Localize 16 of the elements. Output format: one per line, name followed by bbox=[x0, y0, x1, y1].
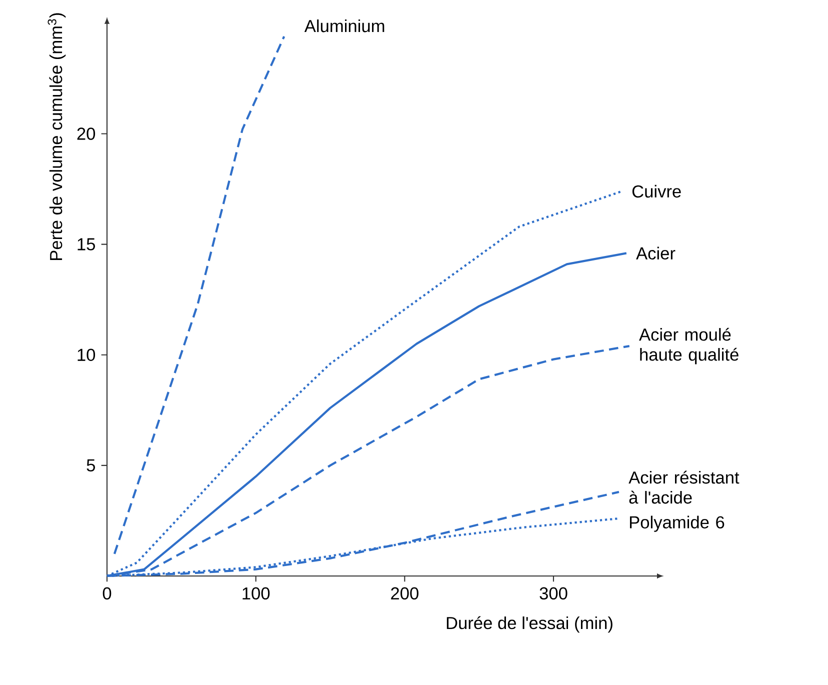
x-tick-label: 100 bbox=[242, 587, 270, 600]
series-label: Aluminium bbox=[304, 19, 384, 32]
x-tick-label: 300 bbox=[540, 587, 568, 600]
series-label: Cuivre bbox=[632, 184, 681, 198]
x-tick-label: 200 bbox=[391, 587, 418, 600]
series-label: Acier moulé haute qualité bbox=[639, 328, 738, 364]
y-tick-label: 5 bbox=[86, 459, 95, 472]
x-axis-title: Durée de l'essai (min) bbox=[446, 616, 612, 633]
x-tick-label: 0 bbox=[102, 587, 112, 600]
series-label: Acier bbox=[636, 246, 676, 260]
series-label: Polyamide 6 bbox=[630, 516, 724, 532]
y-tick-label: 20 bbox=[77, 128, 96, 140]
y-tick-label: 10 bbox=[78, 348, 96, 361]
series-label: Acier résistant à l'acide bbox=[628, 470, 740, 504]
y-axis-title: Perte de volume cumulée (mm$^{3}$) bbox=[48, 13, 66, 260]
y-tick-label: 15 bbox=[78, 238, 95, 250]
